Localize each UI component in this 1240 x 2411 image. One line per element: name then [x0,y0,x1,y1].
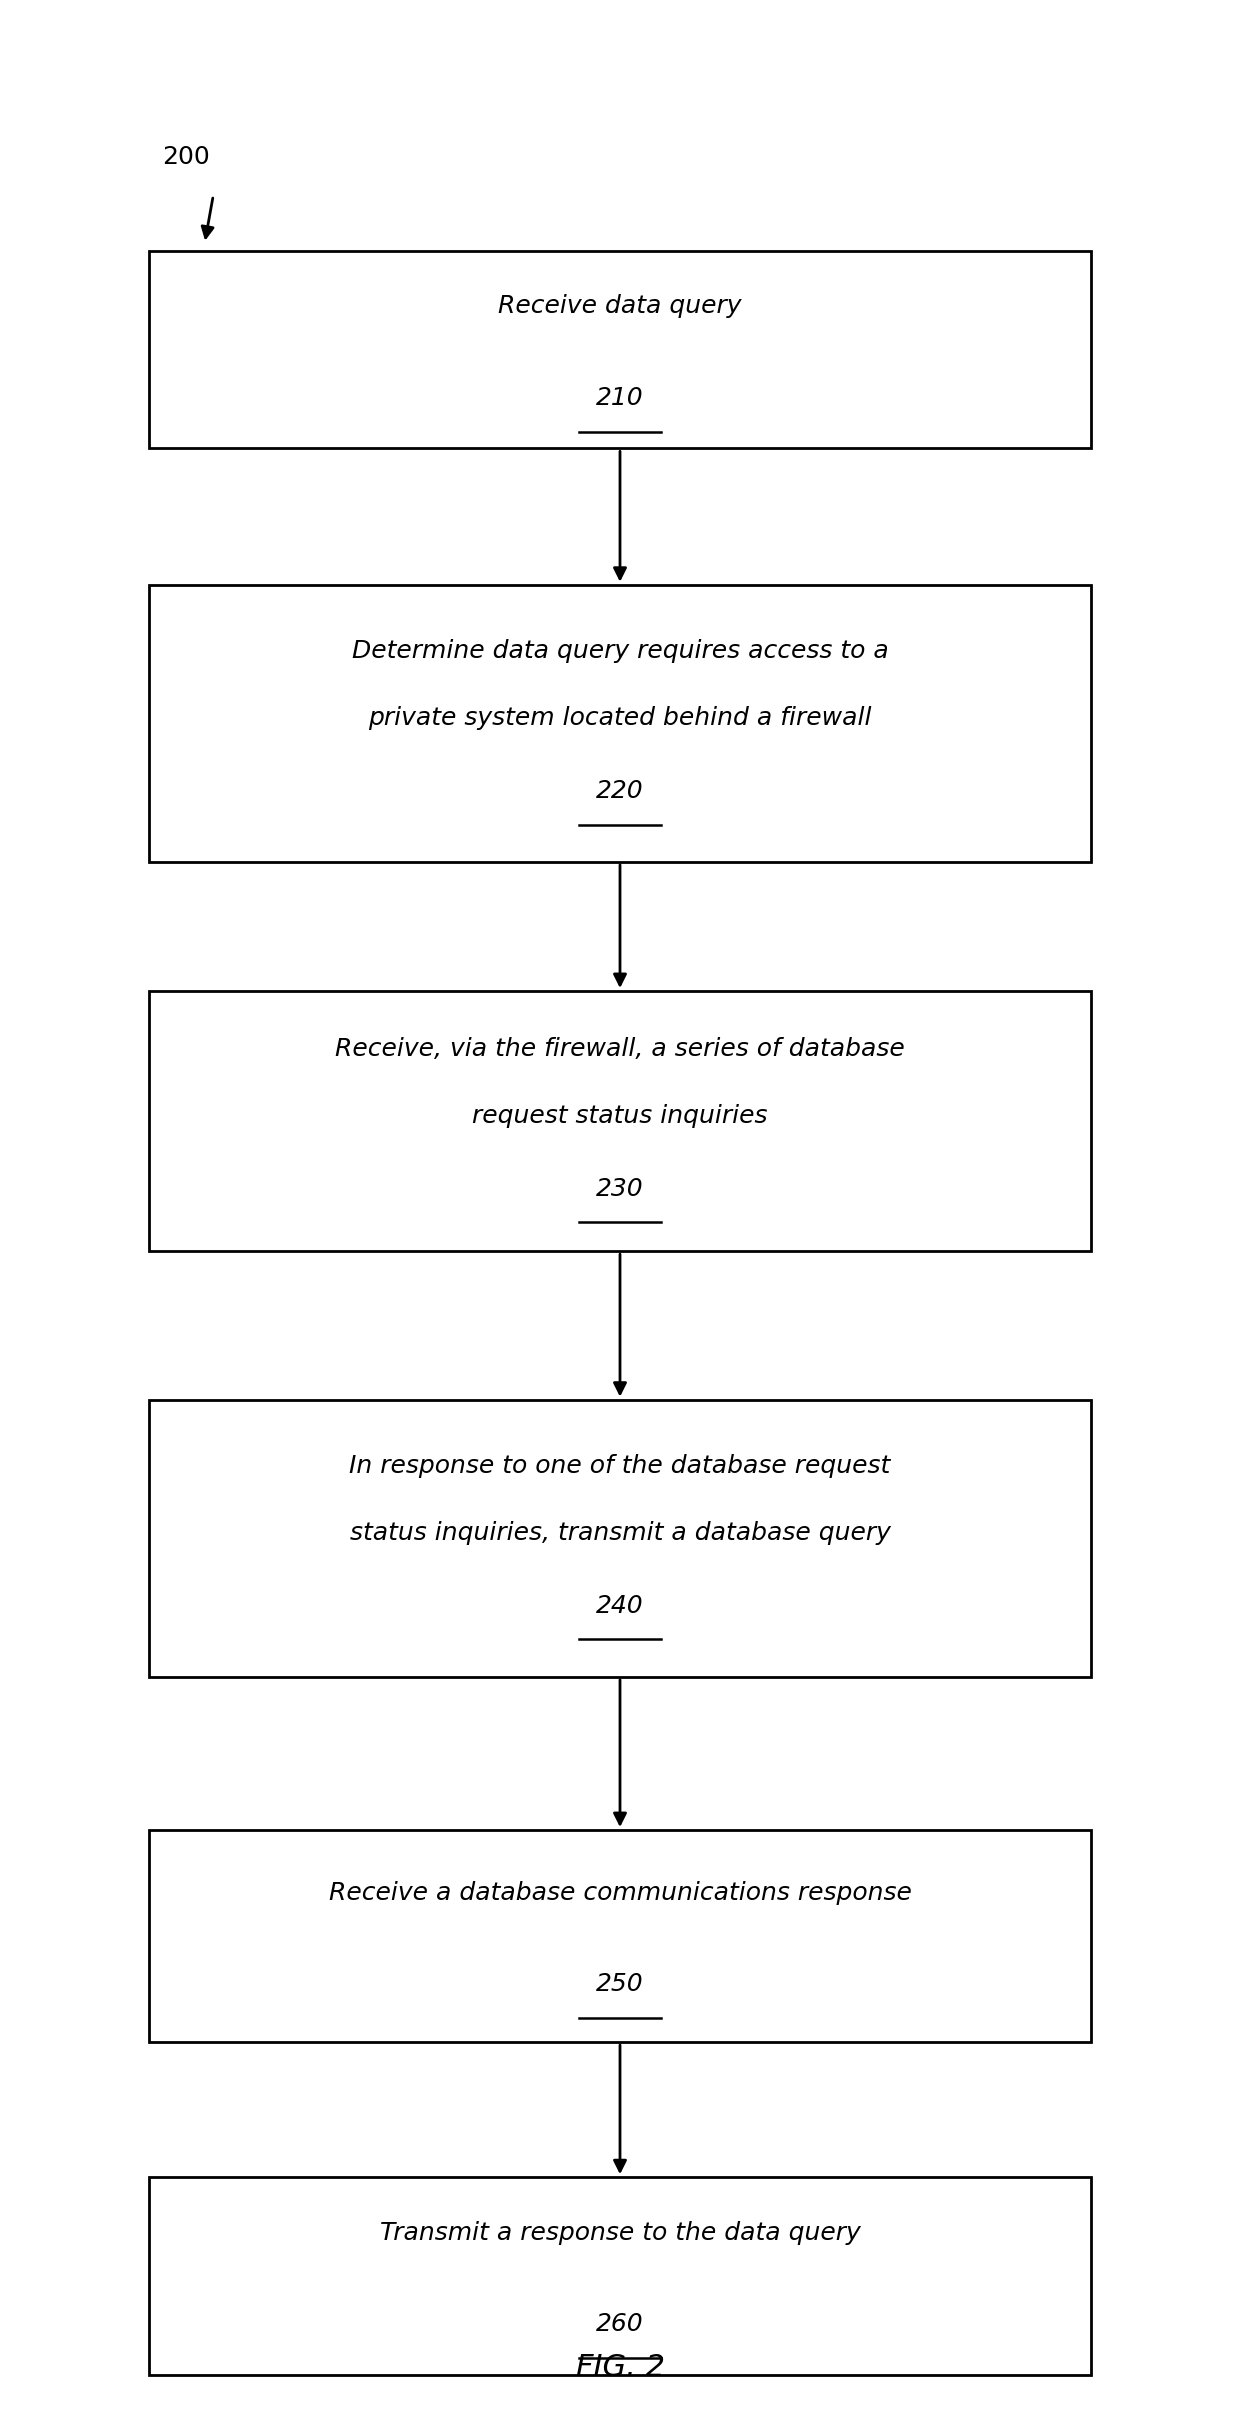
Text: 260: 260 [596,2312,644,2336]
Text: In response to one of the database request: In response to one of the database reque… [350,1454,890,1478]
FancyBboxPatch shape [149,586,1091,863]
Text: Transmit a response to the data query: Transmit a response to the data query [379,2221,861,2245]
Text: 210: 210 [596,386,644,410]
Text: Receive data query: Receive data query [498,294,742,318]
FancyBboxPatch shape [149,2177,1091,2375]
FancyBboxPatch shape [149,991,1091,1251]
FancyBboxPatch shape [149,251,1091,448]
Text: Determine data query requires access to a: Determine data query requires access to … [352,639,888,663]
Text: request status inquiries: request status inquiries [472,1104,768,1128]
Text: FIG. 2: FIG. 2 [575,2353,665,2382]
Text: 240: 240 [596,1594,644,1618]
Text: private system located behind a firewall: private system located behind a firewall [368,706,872,731]
Text: 200: 200 [162,145,210,169]
Text: status inquiries, transmit a database query: status inquiries, transmit a database qu… [350,1521,890,1545]
FancyBboxPatch shape [149,1830,1091,2042]
Text: Receive, via the firewall, a series of database: Receive, via the firewall, a series of d… [335,1037,905,1061]
Text: 220: 220 [596,779,644,803]
Text: 230: 230 [596,1177,644,1201]
Text: Receive a database communications response: Receive a database communications respon… [329,1881,911,1905]
FancyBboxPatch shape [149,1398,1091,1678]
Text: 250: 250 [596,1972,644,1996]
